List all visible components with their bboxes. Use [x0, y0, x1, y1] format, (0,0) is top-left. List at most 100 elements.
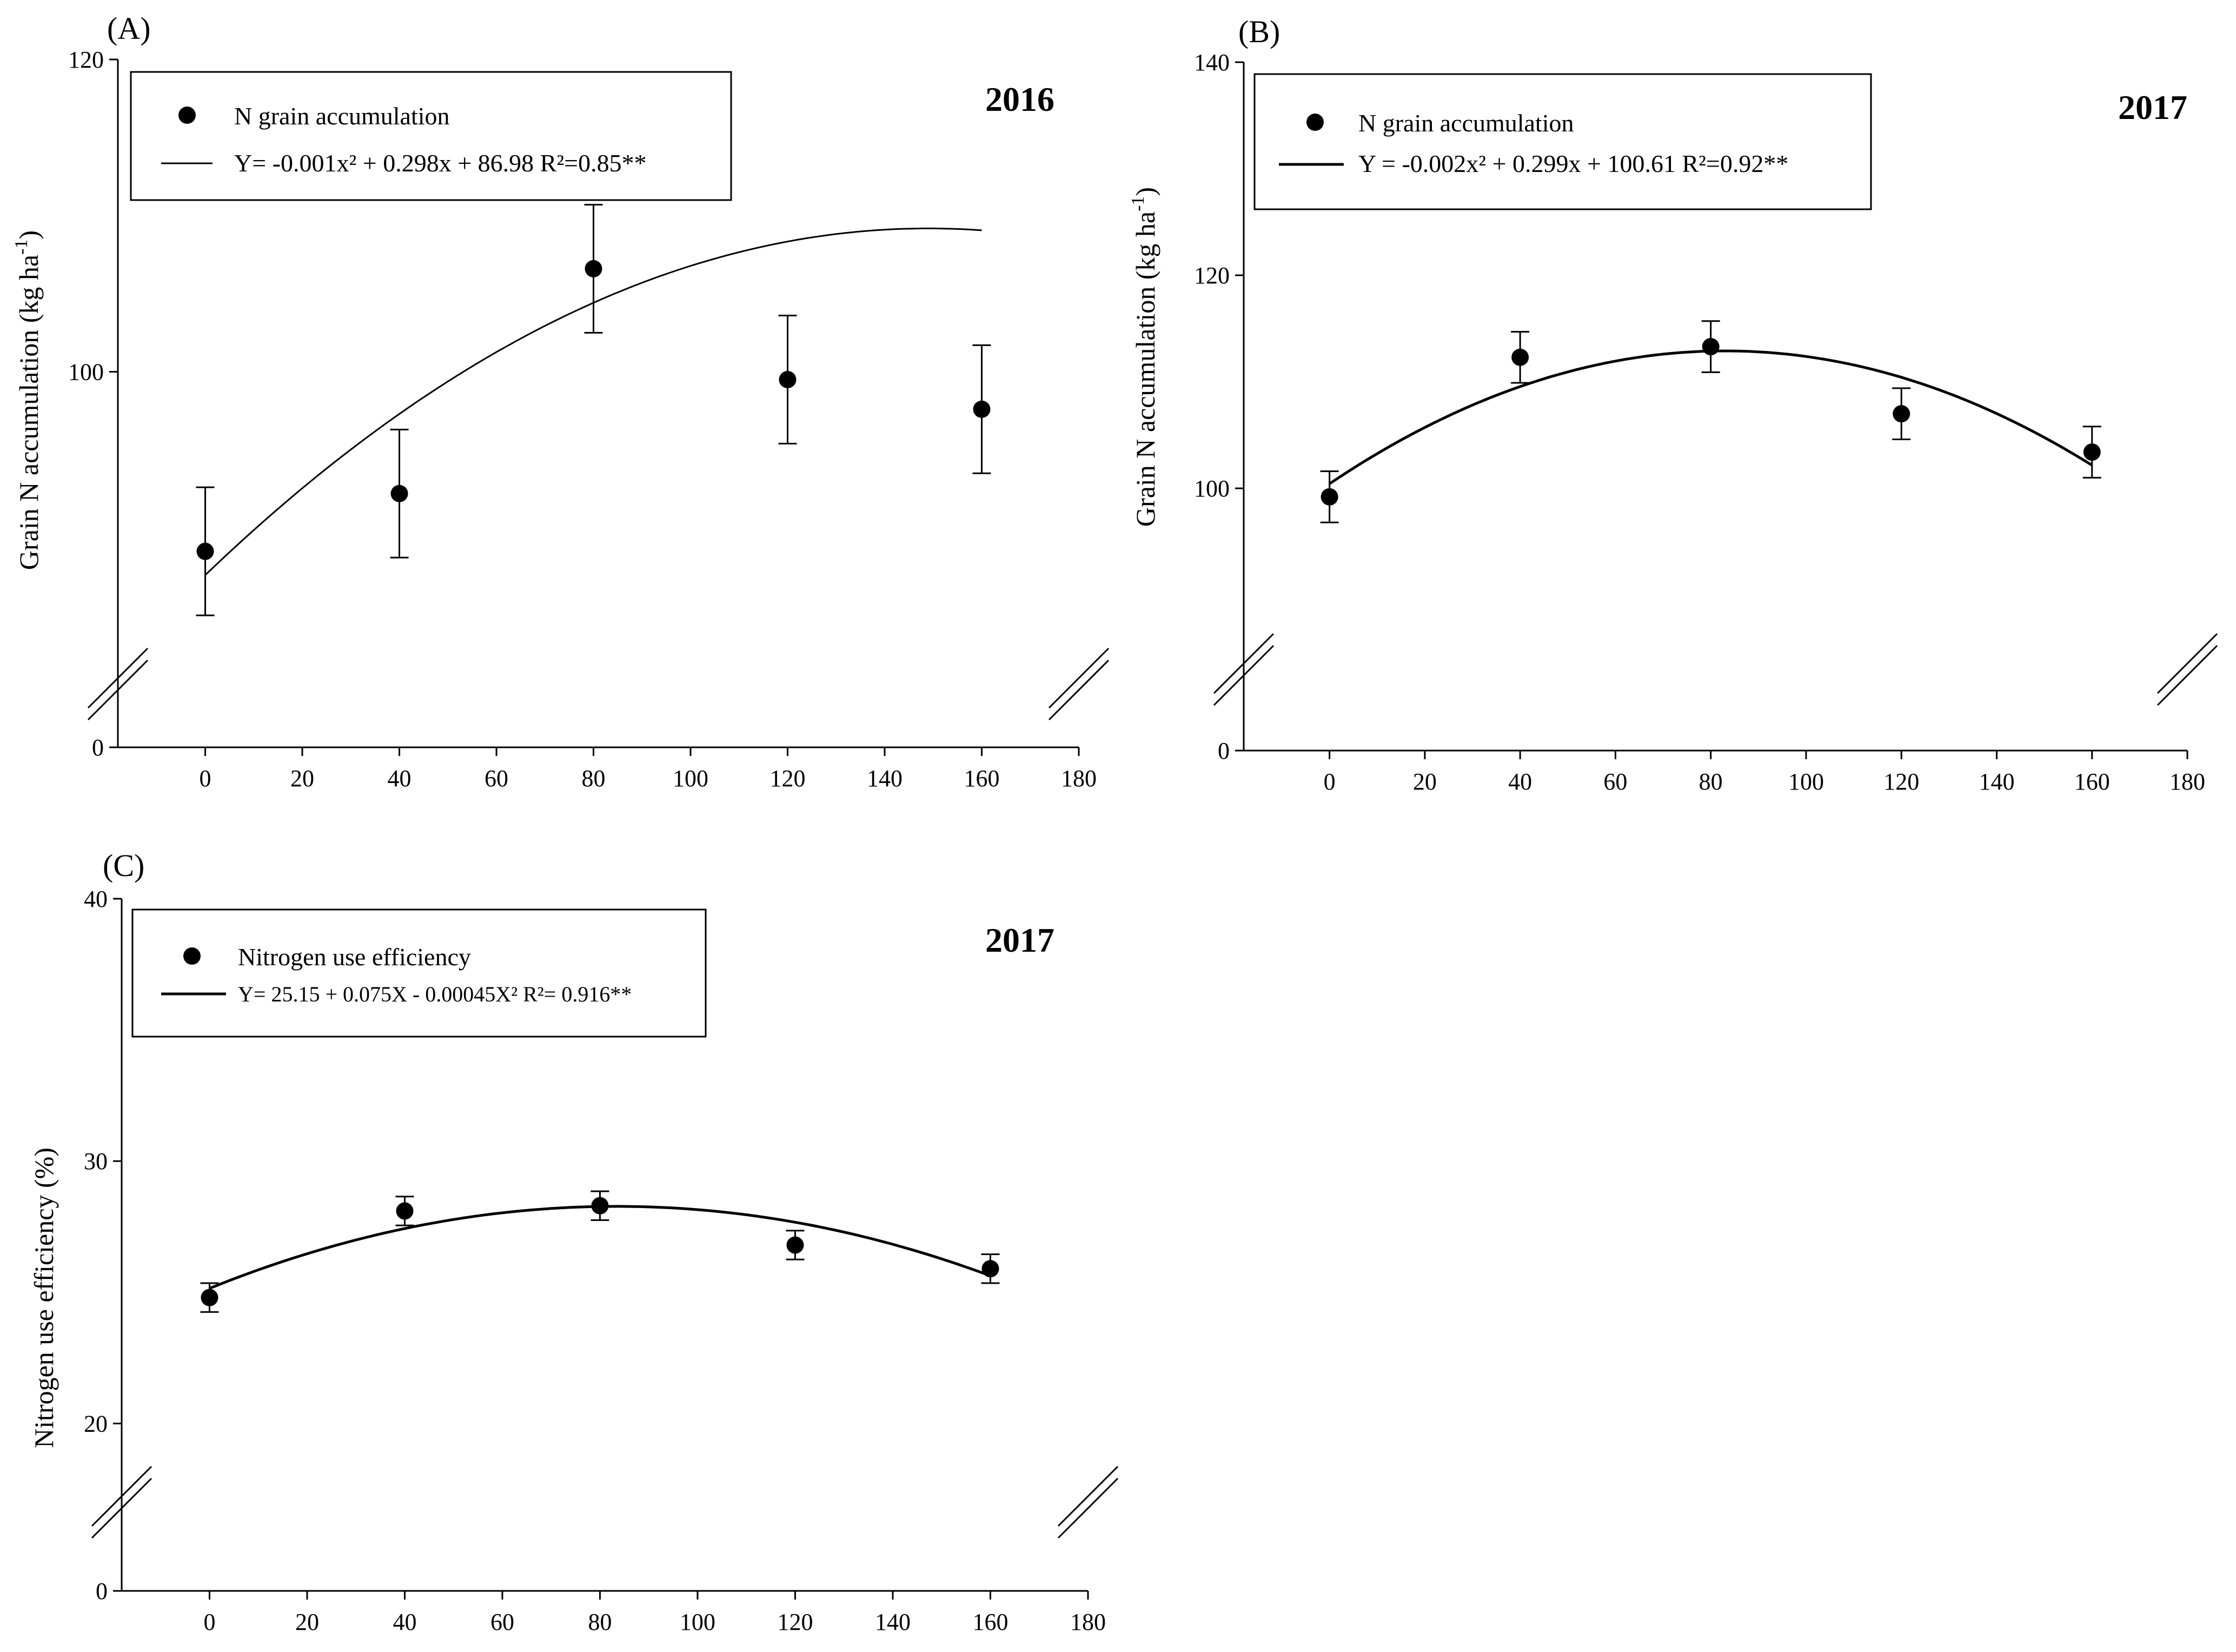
- panel-c-year: 2017: [985, 921, 1054, 959]
- panel-b-axis-break-right-2: [2157, 645, 2218, 706]
- panel-b-axes: 0 20 40 60 80 100 120 140 160 180 100 120 140 0: [1194, 49, 2218, 795]
- panel-c-axes: 0 20 40 60 80 100 120 140 160 180 20 30 40 0: [84, 886, 1119, 1635]
- panel-a-data-point: [779, 370, 797, 388]
- panel-a-axis-break-right-2: [1048, 659, 1110, 721]
- panel-a-x-tick-label: 60: [485, 765, 508, 792]
- panel-c: (C) 2017 0 20 40 60 80 100 120 140 160 1802030400…: [29, 848, 1119, 1635]
- panel-b-y-tick-label-zero: 0: [1218, 738, 1230, 764]
- panel-b-x-tick-label: 140: [1979, 768, 2014, 795]
- panel-a-label: (A): [107, 11, 151, 46]
- panel-b-data-points: [1320, 320, 2101, 523]
- panel-a-legend-marker: [178, 107, 196, 124]
- panel-b-year: 2017: [2118, 88, 2187, 127]
- panel-a-axis-break-left-2: [87, 659, 149, 721]
- panel-c-data-point: [591, 1197, 609, 1215]
- panel-c-x-tick-label: 20: [295, 1609, 319, 1635]
- panel-a-year: 2016: [985, 80, 1054, 118]
- panel-c-legend-marker: [183, 947, 201, 965]
- panel-b-data-point: [2083, 443, 2101, 461]
- panel-a-x-tick-label: 120: [770, 765, 806, 792]
- panel-b-x-tick-label: 40: [1508, 768, 1532, 795]
- panel-a-data-point: [973, 400, 991, 418]
- panel-c-y-tick-label: 20: [84, 1410, 108, 1437]
- panel-a-legend: N grain accumulation Y= -0.001x² + 0.298…: [130, 71, 732, 201]
- panel-c-x-tick-label: 40: [393, 1609, 416, 1635]
- panel-a-axis-break-left-1: [87, 647, 149, 709]
- panel-b-legend: N grain accumulation Y = -0.002x² + 0.29…: [1253, 73, 1872, 210]
- panel-b-x-tick-label: 180: [2169, 768, 2205, 795]
- panel-a-x-tick-label: 40: [388, 765, 412, 792]
- panel-b: (B) 2017 0 20 40 60 80 100 120 140 160 180 100 120 1…: [1128, 14, 2218, 795]
- panel-c-label: (C): [103, 848, 144, 883]
- panel-a-data-point: [196, 542, 214, 560]
- panel-c-data-points: [200, 1190, 1000, 1313]
- panel-b-legend-frame: [1253, 73, 1872, 210]
- panel-c-y-tick-label: 30: [84, 1148, 108, 1175]
- panel-b-x-tick-label: 160: [2074, 768, 2110, 795]
- panel-c-axis-break-left-2: [91, 1477, 152, 1539]
- panel-c-axis-break-left-1: [91, 1465, 152, 1527]
- panel-a-y-tick-label: 100: [68, 359, 104, 386]
- panel-b-y-tick-label: 140: [1194, 49, 1230, 76]
- panel-b-data-point: [1893, 405, 1910, 423]
- panel-a-y-tick-label: 120: [68, 47, 104, 73]
- panel-a-x-tick-label: 100: [673, 765, 708, 792]
- panel-c-x-tick-label: 60: [490, 1609, 514, 1635]
- panel-c-axis-break-right-1: [1057, 1465, 1119, 1527]
- panel-b-legend-line-label: Y = -0.002x² + 0.299x + 100.61 R²=0.92**: [1358, 150, 1788, 177]
- panel-b-data-point: [1321, 488, 1338, 506]
- panel-a-legend-line-label: Y= -0.001x² + 0.298x + 86.98 R²=0.85**: [234, 149, 647, 177]
- panel-b-y-axis-label: Grain N accumulation (kg ha-1): [1128, 187, 1160, 527]
- panel-a-legend-marker-label: N grain accumulation: [234, 102, 450, 130]
- panel-c-x-tick-label: 180: [1070, 1609, 1106, 1635]
- panel-c-x-tick-label: 80: [588, 1609, 612, 1635]
- panel-b-legend-marker: [1306, 114, 1324, 131]
- panel-a-legend-frame: [130, 71, 732, 201]
- panel-a-x-tick-label: 140: [867, 765, 903, 792]
- panel-b-x-tick-label: 120: [1883, 768, 1919, 795]
- panel-c-legend-frame: [131, 908, 707, 1038]
- panel-a-axis-break-right-1: [1048, 647, 1110, 709]
- panel-c-x-tick-label: 140: [875, 1609, 911, 1635]
- panel-a-data-points: [196, 204, 991, 616]
- panel-c-x-tick-label: 100: [680, 1609, 715, 1635]
- panel-c-y-tick-label-zero: 0: [96, 1578, 108, 1604]
- panel-a-x-tick-label: 180: [1061, 765, 1097, 792]
- panel-b-y-tick-label: 120: [1194, 262, 1230, 289]
- panel-c-axis-break-right-2: [1057, 1477, 1119, 1539]
- panel-a-x-tick-label: 80: [582, 765, 606, 792]
- panel-a: (A) 2016 0 20 40 60 80 100 120 140 160 1801001200…: [11, 11, 1110, 792]
- panel-a-x-tick-label: 20: [290, 765, 314, 792]
- panel-c-x-tick-label: 160: [972, 1609, 1008, 1635]
- panel-a-x-tick-label: 0: [200, 765, 211, 792]
- panel-b-label: (B): [1238, 14, 1280, 49]
- panel-b-data-point: [1511, 348, 1529, 366]
- panel-c-data-point: [201, 1289, 218, 1306]
- panel-c-legend-line-label: Y= 25.15 + 0.075X - 0.00045X² R²= 0.916*…: [238, 982, 632, 1006]
- panel-b-axis-break-left-1: [1213, 633, 1275, 694]
- panel-c-legend-marker-label: Nitrogen use efficiency: [238, 943, 471, 971]
- panel-c-y-axis-label: Nitrogen use efficiency (%): [29, 1147, 59, 1448]
- panel-b-x-tick-label: 60: [1603, 768, 1627, 795]
- panel-a-x-tick-label: 160: [964, 765, 1000, 792]
- panel-c-data-point: [396, 1202, 414, 1220]
- panel-b-axis-break-right-1: [2157, 633, 2218, 694]
- panel-b-x-tick-label: 80: [1699, 768, 1723, 795]
- panel-b-x-tick-label: 0: [1324, 768, 1336, 795]
- panel-a-data-point: [585, 260, 602, 277]
- panel-b-axis-break-left-2: [1213, 645, 1275, 706]
- panel-a-axes: 0 20 40 60 80 100 120 140 160 180 100 120 0: [68, 47, 1110, 792]
- panel-b-x-tick-label: 100: [1788, 768, 1824, 795]
- panel-c-legend: Nitrogen use efficiency Y= 25.15 + 0.075…: [131, 908, 707, 1038]
- panel-a-y-axis-label: Grain N accumulation (kg ha-1): [11, 230, 44, 570]
- panel-c-x-tick-label: 0: [203, 1609, 215, 1635]
- panel-b-x-tick-label: 20: [1413, 768, 1437, 795]
- panel-b-legend-marker-label: N grain accumulation: [1358, 109, 1574, 137]
- panel-c-data-point: [981, 1260, 999, 1278]
- panel-c-x-tick-label: 120: [777, 1609, 813, 1635]
- panel-b-y-tick-label: 100: [1194, 475, 1230, 502]
- panel-c-data-point: [786, 1236, 804, 1254]
- panel-b-data-point: [1702, 338, 1720, 356]
